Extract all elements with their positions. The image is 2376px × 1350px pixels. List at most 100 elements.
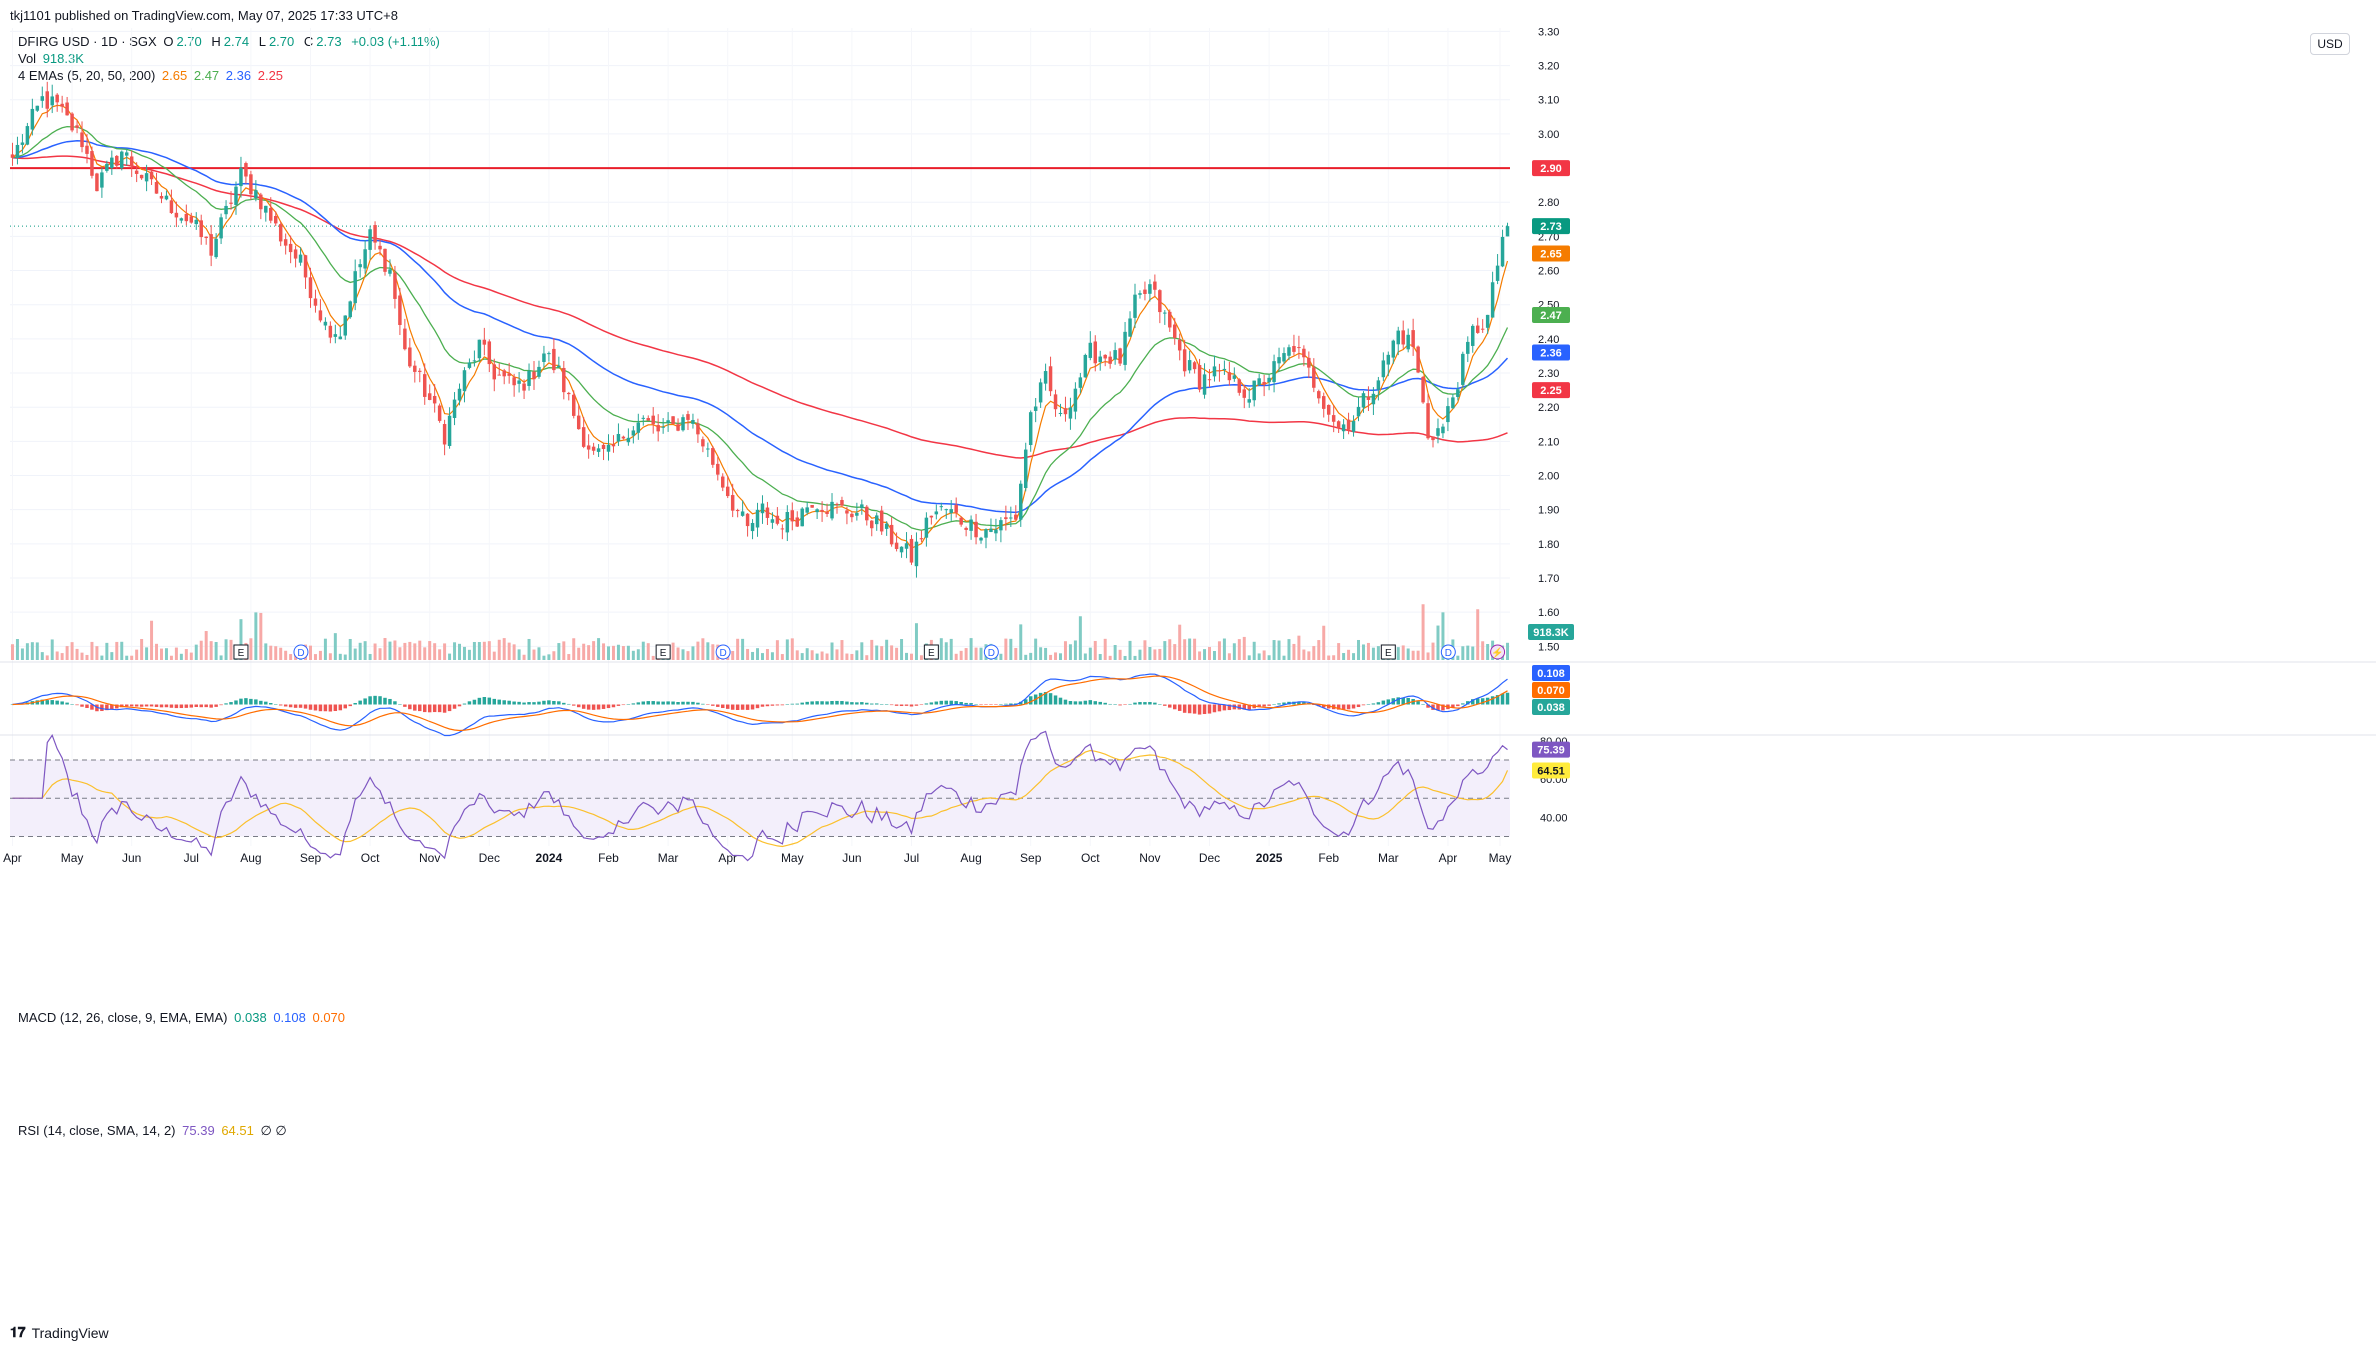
volume-bar: [363, 641, 367, 660]
candle: [60, 95, 64, 113]
volume-bar: [686, 651, 690, 660]
candle: [944, 508, 948, 519]
price-tag-text: 2.90: [1540, 163, 1561, 175]
volume-bar: [125, 655, 129, 660]
volume-bar: [423, 647, 427, 660]
candle-body: [1277, 357, 1281, 364]
earnings-marker[interactable]: E: [655, 644, 671, 660]
macd-hist-bar: [1123, 704, 1127, 705]
earnings-marker[interactable]: E: [233, 644, 249, 660]
volume-bar: [512, 644, 516, 660]
volume-bar: [209, 641, 213, 660]
candle-body: [944, 509, 948, 511]
volume-bar: [751, 651, 755, 660]
candle-body: [1257, 378, 1261, 385]
rsi-label[interactable]: RSI (14, close, SMA, 14, 2): [18, 1123, 176, 1138]
volume-bar: [830, 642, 834, 660]
candle-body: [527, 370, 531, 386]
volume-bar: [840, 640, 844, 660]
price-tick-label: 2.20: [1538, 402, 1559, 414]
dividend-marker[interactable]: D: [983, 644, 999, 660]
macd-hist-bar: [1341, 704, 1346, 710]
candle-body: [1098, 356, 1102, 363]
candle-body: [1093, 341, 1098, 364]
volume-bar: [95, 646, 99, 660]
volume-bar: [1173, 644, 1177, 660]
candle: [1461, 351, 1465, 389]
candle: [666, 412, 670, 432]
volume-bar: [458, 643, 461, 660]
candle: [1247, 388, 1251, 408]
currency-button[interactable]: USD: [2310, 33, 2350, 55]
candle-body: [855, 512, 859, 516]
candle: [730, 483, 735, 518]
candle: [1048, 356, 1053, 397]
candle-body: [50, 96, 54, 106]
macd-hist-bar: [889, 704, 894, 706]
volume-bar: [135, 649, 139, 660]
candle: [189, 212, 194, 224]
macd-hist-bar: [1421, 704, 1425, 705]
macd-hist-bar: [1461, 703, 1465, 705]
volume-bar: [949, 638, 953, 660]
rsi-value-tag: 75.39: [1532, 741, 1570, 758]
macd-hist-bar: [1356, 704, 1361, 708]
volume-bar: [174, 647, 178, 660]
candle: [1302, 345, 1306, 367]
macd-hist-bar: [532, 702, 536, 705]
macd-hist-bar: [418, 704, 422, 712]
candle-body: [1207, 379, 1212, 381]
candle: [1466, 336, 1470, 363]
volume-bar: [30, 642, 34, 660]
event-marker[interactable]: ⚡: [1490, 644, 1506, 660]
macd-hist-bar: [214, 704, 218, 707]
volume-bar: [279, 647, 283, 660]
volume-tag: 918.3K: [1528, 624, 1574, 640]
candle-body: [1386, 354, 1391, 365]
macd-hist-bar: [1158, 704, 1162, 705]
candle: [129, 150, 134, 177]
candle-body: [810, 505, 814, 508]
volume-bar: [582, 643, 586, 660]
symbol-name[interactable]: DFIRG USD · 1D · SGX: [18, 34, 157, 49]
ema-label[interactable]: 4 EMAs (5, 20, 50, 200): [18, 68, 156, 83]
candle-body: [482, 339, 487, 345]
time-tick-label: Jun: [122, 851, 141, 865]
volume-bar: [1034, 638, 1038, 660]
macd-hist-bar: [1073, 701, 1078, 705]
candle: [840, 496, 844, 507]
candle: [124, 149, 129, 166]
dividend-marker[interactable]: D: [293, 644, 309, 660]
dividend-marker[interactable]: D: [715, 644, 731, 660]
candle: [1485, 314, 1490, 334]
candle: [1446, 397, 1450, 432]
earnings-marker[interactable]: E: [1380, 644, 1396, 660]
rsi-value-tag: 64.51: [1532, 762, 1570, 779]
macd-hist-bar: [149, 704, 154, 707]
earnings-marker[interactable]: E: [923, 644, 939, 660]
candle: [691, 413, 695, 429]
dividend-circle: [983, 644, 999, 660]
dividend-marker[interactable]: D: [1440, 644, 1456, 660]
macd-hist-bar: [293, 704, 298, 708]
candle-body: [795, 517, 799, 527]
candle: [631, 426, 636, 444]
macd-hist-bar: [1475, 698, 1480, 705]
earnings-box: [923, 644, 939, 660]
macd-hist-bar: [626, 704, 631, 705]
candle-body: [35, 105, 40, 111]
candle-body: [1212, 366, 1217, 377]
candle: [492, 358, 497, 392]
volume-bar: [443, 643, 447, 660]
volume-bar: [1277, 640, 1281, 660]
macd-hist-bar: [512, 701, 516, 705]
volume-bar: [85, 654, 89, 660]
candle: [810, 505, 814, 508]
volume-label[interactable]: Vol: [18, 51, 37, 66]
candle: [596, 444, 601, 457]
candle-body: [1466, 341, 1470, 354]
macd-label[interactable]: MACD (12, 26, close, 9, EMA, EMA): [18, 1010, 228, 1025]
macd-hist-bar: [1346, 704, 1351, 710]
price-tag-text: 2.36: [1540, 348, 1561, 360]
